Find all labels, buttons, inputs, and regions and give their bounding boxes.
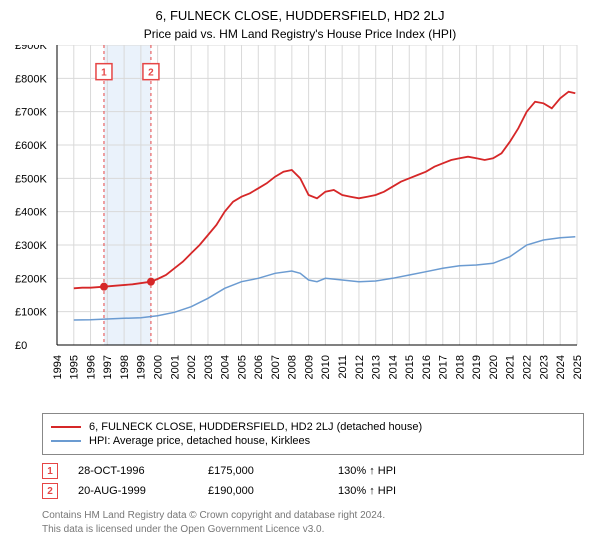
sale-row: 1 28-OCT-1996£175,000130% ↑ HPI bbox=[42, 463, 584, 479]
sale-date: 20-AUG-1999 bbox=[78, 485, 208, 497]
x-tick-label: 2006 bbox=[253, 355, 265, 379]
y-tick-label: £800K bbox=[15, 73, 47, 85]
sale-badge: 1 bbox=[42, 463, 58, 479]
legend-swatch bbox=[51, 426, 81, 428]
x-tick-label: 2011 bbox=[337, 355, 349, 379]
x-tick-label: 2003 bbox=[203, 355, 215, 379]
footer: Contains HM Land Registry data © Crown c… bbox=[42, 509, 584, 545]
y-tick-label: £400K bbox=[15, 207, 47, 219]
legend-swatch bbox=[51, 440, 81, 442]
legend: 6, FULNECK CLOSE, HUDDERSFIELD, HD2 2LJ … bbox=[42, 413, 584, 455]
x-tick-label: 2016 bbox=[421, 355, 433, 379]
x-tick-label: 1999 bbox=[136, 355, 148, 379]
y-tick-label: £300K bbox=[15, 240, 47, 252]
x-tick-label: 2022 bbox=[522, 355, 534, 379]
chart-area: £0 £100K £200K £300K £400K £500K £600K £700K £80… bbox=[15, 45, 585, 405]
x-tick-label: 2009 bbox=[303, 355, 315, 379]
x-tick-label: 2013 bbox=[371, 355, 383, 379]
x-tick-label: 1995 bbox=[69, 355, 81, 379]
chart-svg: £0 £100K £200K £300K £400K £500K £600K £700K £80… bbox=[15, 45, 585, 405]
x-tick-label: 2021 bbox=[505, 355, 517, 379]
x-tick-label: 2014 bbox=[387, 355, 399, 379]
sale-hpi: 130% ↑ HPI bbox=[338, 485, 458, 497]
sale-price: £190,000 bbox=[208, 485, 338, 497]
x-tick-label: 1998 bbox=[119, 355, 131, 379]
chart-container: 6, FULNECK CLOSE, HUDDERSFIELD, HD2 2LJ … bbox=[0, 0, 600, 545]
x-tick-label: 2017 bbox=[438, 355, 450, 379]
series-marker bbox=[147, 278, 155, 286]
x-tick-label: 2012 bbox=[354, 355, 366, 379]
series-marker bbox=[100, 283, 108, 291]
sale-marker-badge-text: 2 bbox=[148, 68, 154, 79]
x-tick-label: 2010 bbox=[320, 355, 332, 379]
y-tick-label: £600K bbox=[15, 140, 47, 152]
legend-label: HPI: Average price, detached house, Kirk… bbox=[89, 435, 310, 447]
x-tick-label: 2007 bbox=[270, 355, 282, 379]
sales-table: 1 28-OCT-1996£175,000130% ↑ HPI 2 20-AUG-19… bbox=[42, 463, 584, 499]
x-tick-label: 2005 bbox=[236, 355, 248, 379]
x-tick-label: 1997 bbox=[102, 355, 114, 379]
x-tick-label: 2002 bbox=[186, 355, 198, 379]
y-tick-label: £0 bbox=[15, 340, 27, 352]
y-tick-label: £500K bbox=[15, 173, 47, 185]
legend-item: HPI: Average price, detached house, Kirk… bbox=[51, 435, 575, 447]
title-block: 6, FULNECK CLOSE, HUDDERSFIELD, HD2 2LJ … bbox=[0, 0, 600, 45]
legend-label: 6, FULNECK CLOSE, HUDDERSFIELD, HD2 2LJ … bbox=[89, 421, 422, 433]
y-tick-label: £100K bbox=[15, 307, 47, 319]
y-tick-label: £900K bbox=[15, 45, 47, 52]
x-tick-label: 2001 bbox=[169, 355, 181, 379]
y-tick-label: £700K bbox=[15, 107, 47, 119]
x-tick-label: 2025 bbox=[572, 355, 584, 379]
y-tick-label: £200K bbox=[15, 273, 47, 285]
x-tick-label: 1996 bbox=[85, 355, 97, 379]
x-tick-label: 2008 bbox=[287, 355, 299, 379]
sale-price: £175,000 bbox=[208, 465, 338, 477]
x-tick-label: 2015 bbox=[404, 355, 416, 379]
sale-marker-badge-text: 1 bbox=[101, 68, 107, 79]
x-tick-label: 2004 bbox=[220, 355, 232, 379]
x-tick-label: 2018 bbox=[454, 355, 466, 379]
x-tick-label: 2020 bbox=[488, 355, 500, 379]
x-tick-label: 1994 bbox=[52, 355, 64, 379]
chart-title: 6, FULNECK CLOSE, HUDDERSFIELD, HD2 2LJ bbox=[0, 8, 600, 23]
sale-row: 2 20-AUG-1999£190,000130% ↑ HPI bbox=[42, 483, 584, 499]
x-tick-label: 2000 bbox=[152, 355, 164, 379]
chart-subtitle: Price paid vs. HM Land Registry's House … bbox=[0, 27, 600, 41]
sale-date: 28-OCT-1996 bbox=[78, 465, 208, 477]
legend-item: 6, FULNECK CLOSE, HUDDERSFIELD, HD2 2LJ … bbox=[51, 421, 575, 433]
footer-line-1: Contains HM Land Registry data © Crown c… bbox=[42, 509, 584, 523]
footer-line-2: This data is licensed under the Open Gov… bbox=[42, 523, 584, 537]
sale-hpi: 130% ↑ HPI bbox=[338, 465, 458, 477]
sale-badge: 2 bbox=[42, 483, 58, 499]
x-tick-label: 2023 bbox=[538, 355, 550, 379]
x-tick-label: 2019 bbox=[471, 355, 483, 379]
x-tick-label: 2024 bbox=[555, 355, 567, 379]
